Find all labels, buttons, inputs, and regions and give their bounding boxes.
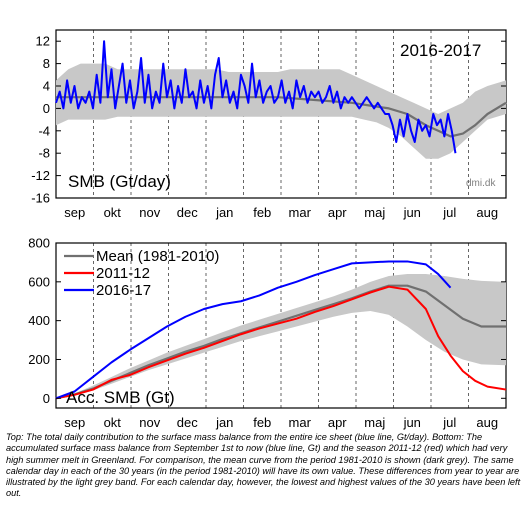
figure-caption: Top: The total daily contribution to the… — [6, 432, 521, 499]
x-tick-label-okt: okt — [104, 415, 122, 430]
x-tick-label-nov: nov — [139, 205, 160, 220]
x-tick-label-mar: mar — [289, 415, 312, 430]
daily-smb-label: SMB (Gt/day) — [68, 172, 171, 191]
y-tick-label: -4 — [38, 123, 50, 138]
y-tick-label: 0 — [43, 101, 50, 116]
y-tick-label: 200 — [28, 352, 50, 367]
x-tick-label-apr: apr — [328, 205, 347, 220]
x-tick-label-maj: maj — [364, 415, 385, 430]
x-tick-label-jun: jun — [403, 205, 421, 220]
daily-smb-y-ticks: 12 8 4 0 -4 -8 -12 -16 — [31, 34, 506, 206]
x-tick-label-nov: nov — [139, 415, 160, 430]
x-tick-label-feb: feb — [253, 205, 271, 220]
x-tick-label-apr: apr — [328, 415, 347, 430]
y-tick-label: 4 — [43, 79, 50, 94]
series-line-2011-12 — [55, 285, 507, 400]
acc-smb-label: Acc. SMB (Gt) — [66, 388, 175, 407]
credit-label: dmi.dk — [466, 178, 496, 189]
y-tick-label: 800 — [28, 236, 50, 251]
series-line-2016-17 — [55, 260, 452, 400]
legend-label: 2016-17 — [96, 282, 151, 299]
y-tick-label: 8 — [43, 56, 50, 71]
series-line-1 — [55, 40, 457, 154]
smb-figure: 12 8 4 0 -4 -8 -12 -16 sep okt nov dec jan feb mar apr… — [28, 29, 507, 430]
acc-smb-panel: 800 600 400 200 0 sep okt nov dec jan feb mar apr ma… — [28, 236, 507, 430]
legend-label: 2011-12 — [96, 265, 150, 282]
daily-smb-title: 2016-2017 — [400, 41, 481, 60]
x-tick-label-aug: aug — [476, 415, 498, 430]
x-tick-label-sep: sep — [64, 205, 85, 220]
x-tick-label-jun: jun — [403, 415, 421, 430]
x-tick-label-okt: okt — [104, 205, 122, 220]
y-tick-label: 12 — [36, 34, 50, 49]
acc-smb-range-band — [56, 274, 506, 399]
y-tick-label: 400 — [28, 313, 50, 328]
range-band-area — [56, 274, 506, 399]
x-tick-label-dec: dec — [177, 415, 198, 430]
x-tick-label-jan: jan — [215, 205, 233, 220]
x-tick-label-jul: jul — [442, 415, 456, 430]
series-line-mean-1981-2010- — [55, 284, 506, 400]
x-tick-label-jan: jan — [215, 415, 233, 430]
y-tick-label: -16 — [31, 191, 50, 206]
x-tick-label-dec: dec — [177, 205, 198, 220]
x-tick-label-jul: jul — [442, 205, 456, 220]
acc-smb-x-ticks: sep okt nov dec jan feb mar apr maj jun jul aug — [64, 415, 498, 430]
daily-smb-x-ticks: sep okt nov dec jan feb mar apr maj jun jul aug — [64, 205, 498, 220]
daily-smb-panel: 12 8 4 0 -4 -8 -12 -16 sep okt nov dec jan feb mar apr… — [31, 29, 507, 220]
acc-smb-lines — [55, 260, 507, 400]
legend-label: Mean (1981-2010) — [96, 248, 219, 265]
y-tick-label: -8 — [38, 146, 50, 161]
x-tick-label-maj: maj — [364, 205, 385, 220]
daily-smb-lines — [55, 40, 507, 154]
x-tick-label-mar: mar — [289, 205, 312, 220]
x-tick-label-sep: sep — [64, 415, 85, 430]
y-tick-label: -12 — [31, 168, 50, 183]
y-tick-label: 0 — [43, 391, 50, 406]
acc-smb-y-ticks: 800 600 400 200 0 — [28, 236, 506, 406]
x-tick-label-feb: feb — [253, 415, 271, 430]
x-tick-label-aug: aug — [476, 205, 498, 220]
y-tick-label: 600 — [28, 274, 50, 289]
